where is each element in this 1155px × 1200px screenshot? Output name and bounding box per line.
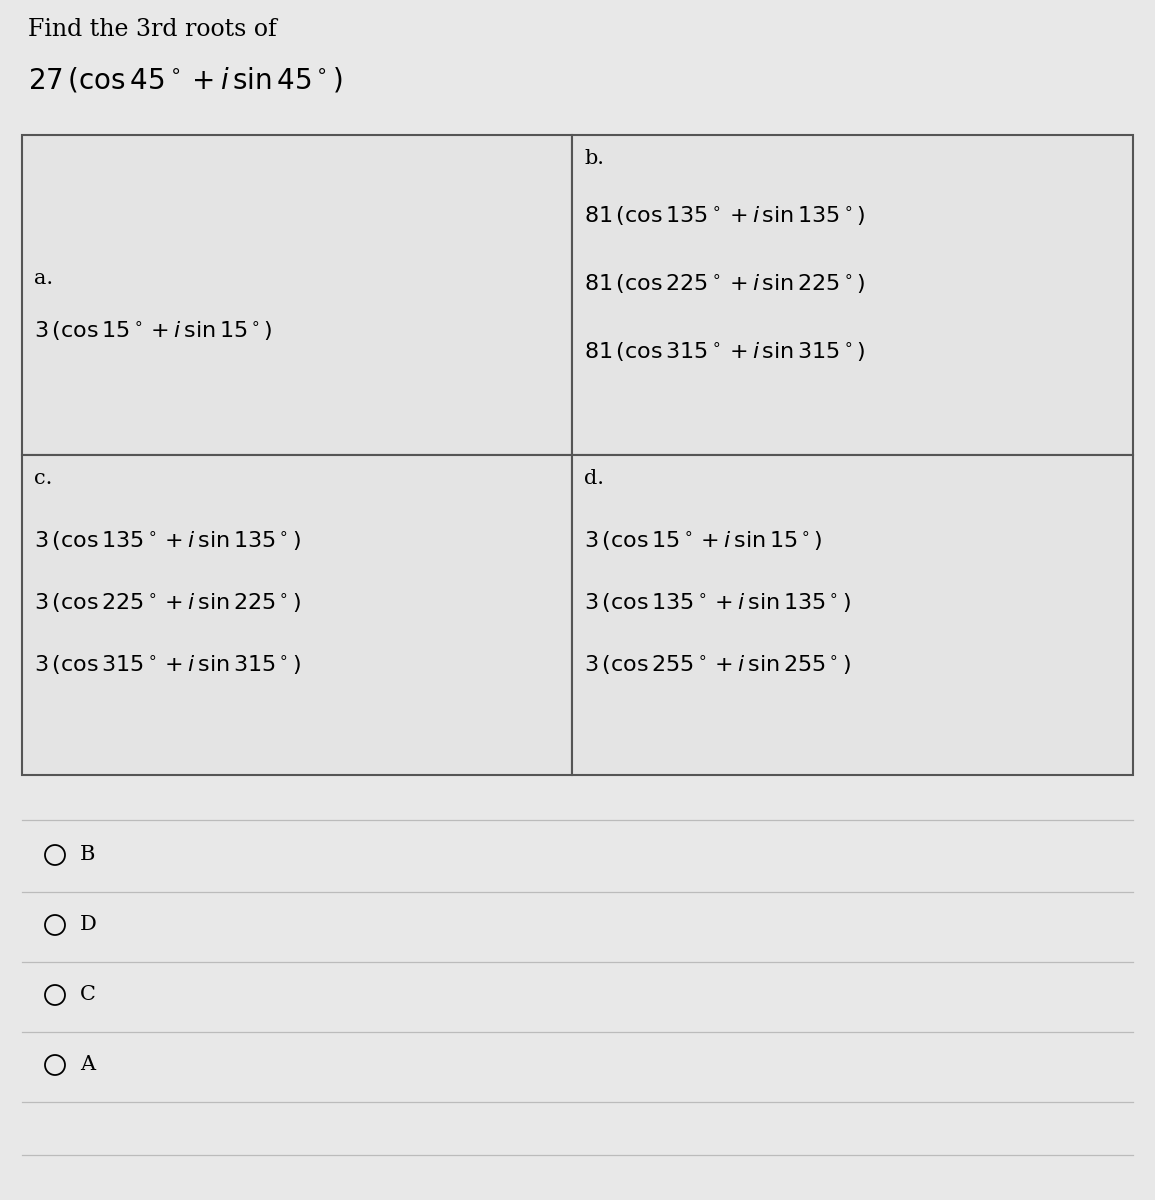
Text: a.: a. (33, 269, 53, 288)
Text: C: C (80, 985, 96, 1004)
Text: c.: c. (33, 469, 52, 488)
Text: $81\,(\cos 225^\circ + i\,\sin 225^\circ)$: $81\,(\cos 225^\circ + i\,\sin 225^\circ… (584, 272, 865, 295)
Text: $3\,(\cos 15^\circ + i\,\sin 15^\circ)$: $3\,(\cos 15^\circ + i\,\sin 15^\circ)$ (584, 529, 822, 553)
Text: Find the 3rd roots of: Find the 3rd roots of (28, 18, 277, 41)
Text: $3\,(\cos 135^\circ + i\,\sin 135^\circ)$: $3\,(\cos 135^\circ + i\,\sin 135^\circ)… (33, 529, 301, 553)
Text: $3\,(\cos 135^\circ + i\,\sin 135^\circ)$: $3\,(\cos 135^\circ + i\,\sin 135^\circ)… (584, 592, 851, 614)
Text: $81\,(\cos 135^\circ + i\,\sin 135^\circ)$: $81\,(\cos 135^\circ + i\,\sin 135^\circ… (584, 204, 865, 228)
Bar (22, 134, 572, 455)
Text: B: B (80, 845, 96, 864)
Text: A: A (80, 1055, 95, 1074)
Text: b.: b. (584, 149, 604, 168)
Bar (572, 455, 1133, 775)
Bar (572, 134, 1133, 455)
Text: $3\,(\cos 15^\circ + i\,\sin 15^\circ)$: $3\,(\cos 15^\circ + i\,\sin 15^\circ)$ (33, 319, 273, 343)
Text: d.: d. (584, 469, 604, 488)
Text: $27\,(\cos 45^\circ + i\,\sin 45^\circ)$: $27\,(\cos 45^\circ + i\,\sin 45^\circ)$ (28, 65, 343, 94)
Text: $3\,(\cos 315^\circ + i\,\sin 315^\circ)$: $3\,(\cos 315^\circ + i\,\sin 315^\circ)… (33, 653, 301, 677)
Text: D: D (80, 914, 97, 934)
Bar (22, 455, 572, 775)
Text: $3\,(\cos 255^\circ + i\,\sin 255^\circ)$: $3\,(\cos 255^\circ + i\,\sin 255^\circ)… (584, 653, 851, 677)
Text: $3\,(\cos 225^\circ + i\,\sin 225^\circ)$: $3\,(\cos 225^\circ + i\,\sin 225^\circ)… (33, 592, 301, 614)
Text: $81\,(\cos 315^\circ + i\,\sin 315^\circ)$: $81\,(\cos 315^\circ + i\,\sin 315^\circ… (584, 340, 865, 364)
